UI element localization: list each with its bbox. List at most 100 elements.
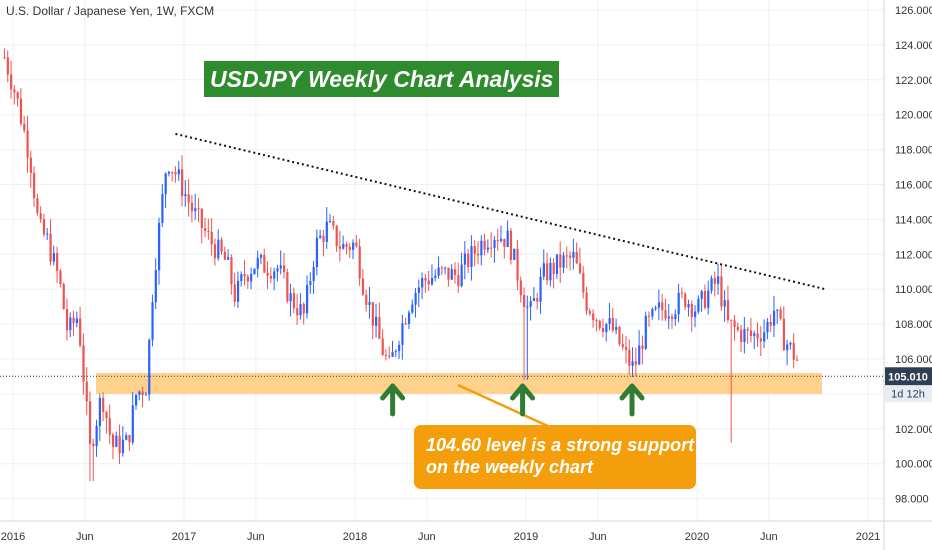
candle-body xyxy=(588,310,591,314)
x-tick-label: 2016 xyxy=(1,531,25,543)
candle-body xyxy=(414,292,417,305)
candle-body xyxy=(289,293,292,302)
candle-body xyxy=(52,253,55,262)
candle-body xyxy=(457,275,460,287)
candle-body xyxy=(447,267,450,280)
candle-body xyxy=(717,276,720,284)
candle-body xyxy=(631,361,634,366)
candle-body xyxy=(552,262,555,274)
candle-body xyxy=(325,221,328,242)
y-tick-label: 100.000 xyxy=(895,459,932,471)
candle-body xyxy=(138,391,141,395)
candle-body xyxy=(572,251,575,258)
y-tick-label: 116.000 xyxy=(895,180,932,192)
candle-body xyxy=(661,302,664,311)
candle-body xyxy=(190,202,194,212)
candle-body xyxy=(375,316,378,326)
candle-body xyxy=(470,246,473,268)
candle-body xyxy=(766,321,769,333)
candle-body xyxy=(608,318,611,324)
candle-body xyxy=(539,276,542,302)
candle-body xyxy=(42,219,46,235)
candle-body xyxy=(779,309,782,319)
candle-body xyxy=(65,309,69,331)
candle-body xyxy=(213,244,217,259)
x-tick-label: 2020 xyxy=(685,531,709,543)
candle-body xyxy=(519,280,522,296)
countdown-label: 1d 12h xyxy=(891,388,925,400)
candle-body xyxy=(111,434,115,447)
candle-body xyxy=(200,208,203,229)
candle-body xyxy=(319,235,322,238)
candle-body xyxy=(634,361,638,365)
chart-title: USDJPY Weekly Chart Analysis xyxy=(204,61,560,97)
support-callout: 104.60 level is a strong support on the … xyxy=(414,425,696,489)
candle-body xyxy=(486,247,490,250)
y-tick-label: 126.000 xyxy=(895,5,932,17)
candle-body xyxy=(13,89,16,93)
candle-body xyxy=(490,247,493,249)
candle-body xyxy=(411,304,414,313)
candle-body xyxy=(75,318,78,324)
candle-body xyxy=(782,318,786,351)
candle-body xyxy=(532,298,536,301)
candle-body xyxy=(88,401,92,444)
candle-body xyxy=(243,274,246,277)
candle-body xyxy=(657,302,661,308)
candle-body xyxy=(753,333,756,336)
candle-body xyxy=(476,253,480,256)
candle-body xyxy=(299,304,302,316)
candle-body xyxy=(98,397,102,427)
candle-body xyxy=(644,315,647,349)
candle-body xyxy=(95,426,98,447)
candle-body xyxy=(651,308,654,317)
candle-body xyxy=(332,221,335,226)
candle-body xyxy=(381,338,384,355)
y-tick-label: 114.000 xyxy=(895,214,932,226)
candle-body xyxy=(582,272,585,293)
y-tick-label: 120.000 xyxy=(895,110,932,122)
candle-body xyxy=(246,276,249,282)
candle-body xyxy=(39,213,42,220)
candle-body xyxy=(726,300,730,320)
candle-body xyxy=(59,270,62,284)
candle-body xyxy=(279,265,282,269)
candle-body xyxy=(417,287,420,293)
candle-body xyxy=(598,320,601,328)
candle-body xyxy=(595,320,598,322)
candle-body xyxy=(118,435,121,454)
candle-body xyxy=(585,292,588,311)
candle-body xyxy=(85,381,88,402)
support-arrow xyxy=(619,383,645,417)
candle-body xyxy=(700,291,703,299)
candle-body xyxy=(164,173,167,195)
candle-body xyxy=(46,233,49,235)
candle-body xyxy=(723,300,726,307)
candle-body xyxy=(69,317,72,331)
candle-body xyxy=(223,251,226,260)
candle-body xyxy=(6,57,9,75)
candle-body xyxy=(197,208,200,210)
candle-body xyxy=(401,323,404,345)
candle-body xyxy=(430,277,434,285)
candle-body xyxy=(236,280,240,302)
candle-body xyxy=(322,235,325,242)
candle-body xyxy=(144,394,148,396)
candle-body xyxy=(220,239,223,252)
candle-body xyxy=(743,329,746,342)
resistance-trendline[interactable] xyxy=(175,132,826,291)
candle-body xyxy=(305,284,309,314)
x-tick-label: 2019 xyxy=(514,531,538,543)
candle-body xyxy=(102,397,105,412)
candle-body xyxy=(720,276,723,307)
candle-body xyxy=(342,244,345,249)
candle-body xyxy=(542,263,545,277)
candle-body xyxy=(733,320,736,328)
candle-body xyxy=(684,293,687,308)
x-tick-label: Jun xyxy=(589,531,607,543)
candle-body xyxy=(115,435,118,447)
price-tag xyxy=(885,367,932,386)
candle-body xyxy=(529,300,532,307)
candle-body xyxy=(434,275,437,278)
candle-body xyxy=(250,273,253,282)
